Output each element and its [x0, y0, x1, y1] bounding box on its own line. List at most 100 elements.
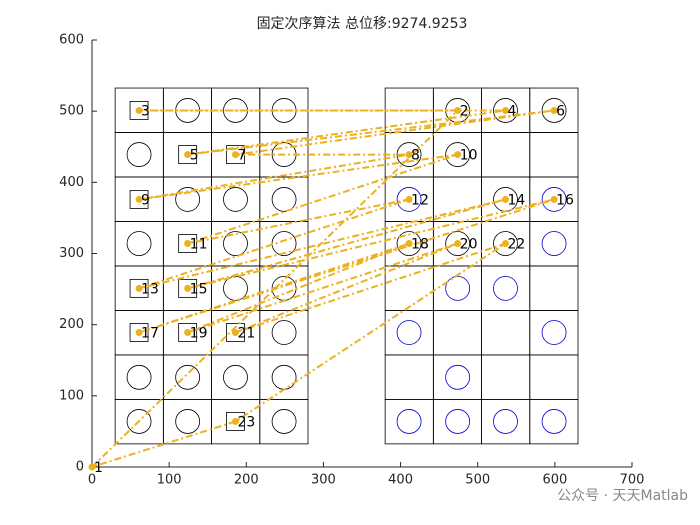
square-marker — [226, 323, 245, 342]
circle-marker — [126, 142, 152, 167]
point — [405, 151, 413, 159]
x-tick-label: 700 — [620, 473, 645, 488]
circle-marker — [126, 364, 152, 390]
square-marker — [178, 278, 198, 298]
point — [231, 328, 239, 336]
x-tick-label: 500 — [465, 473, 490, 488]
route-closing — [91, 420, 236, 468]
x-tick-label: 200 — [234, 473, 259, 488]
x-tick-label: 100 — [157, 473, 182, 488]
point-label: 8 — [411, 148, 420, 164]
point-label: 20 — [460, 237, 478, 253]
cell — [529, 87, 579, 133]
point — [405, 240, 413, 248]
point-label: 15 — [190, 281, 208, 297]
point-label: 1 — [94, 460, 103, 476]
circle-marker — [493, 231, 518, 256]
y-tick-label: 600 — [59, 33, 84, 48]
square-marker — [178, 234, 198, 253]
circle-marker — [175, 409, 201, 434]
square-marker — [226, 412, 245, 431]
point — [184, 240, 192, 248]
point-label: 5 — [190, 148, 199, 164]
circle-marker — [223, 364, 248, 390]
point-label: 17 — [141, 325, 159, 341]
point — [550, 106, 558, 114]
circle-marker — [493, 98, 518, 123]
point-label: 11 — [190, 237, 208, 253]
square-marker — [178, 323, 198, 342]
circle-marker — [541, 98, 567, 123]
square-marker — [178, 145, 198, 164]
point — [501, 106, 509, 114]
circle-marker — [445, 409, 471, 434]
point — [454, 240, 462, 248]
point-label: 23 — [237, 414, 255, 430]
watermark: 公众号 · 天天Matlab — [557, 488, 688, 504]
point — [135, 328, 143, 336]
circle-marker — [126, 231, 152, 256]
square-marker — [129, 323, 149, 342]
point-label: 12 — [411, 192, 429, 208]
point — [405, 195, 413, 203]
circle-marker — [175, 364, 201, 390]
circle-marker — [396, 142, 422, 167]
point-label: 19 — [190, 325, 208, 341]
point — [184, 328, 192, 336]
point-label: 13 — [141, 281, 159, 297]
circle-marker — [271, 409, 297, 434]
circle-marker — [541, 187, 567, 212]
point — [135, 106, 143, 114]
circle-marker — [445, 142, 471, 167]
point-label: 6 — [556, 103, 565, 119]
x-tick-label: 300 — [311, 473, 336, 488]
circle-marker — [396, 231, 422, 256]
circle-marker — [541, 409, 567, 434]
y-tick-label: 500 — [59, 104, 84, 119]
circle-marker — [271, 187, 297, 212]
point — [454, 151, 462, 159]
square-marker — [129, 190, 149, 209]
circle-marker — [445, 275, 471, 301]
point-label: 4 — [507, 103, 516, 119]
y-tick-label: 100 — [59, 388, 84, 403]
chart-title: 固定次序算法 总位移:9274.9253 — [257, 16, 468, 32]
circle-marker — [223, 275, 248, 301]
point — [501, 195, 509, 203]
point-label: 16 — [556, 192, 574, 208]
point-label: 21 — [237, 325, 255, 341]
x-tick-label: 400 — [388, 473, 413, 488]
point — [184, 284, 192, 292]
point — [184, 151, 192, 159]
point — [88, 463, 96, 471]
point — [135, 195, 143, 203]
point — [135, 284, 143, 292]
y-tick-label: 0 — [76, 460, 84, 475]
point-label: 9 — [141, 192, 150, 208]
point-label: 7 — [237, 148, 246, 164]
point-label: 14 — [507, 192, 525, 208]
circle-marker — [175, 187, 201, 212]
circle-marker — [271, 320, 297, 345]
point-label: 3 — [141, 103, 150, 119]
circle-marker — [445, 231, 471, 256]
circle-marker — [223, 187, 248, 212]
point — [550, 195, 558, 203]
circle-marker — [396, 320, 422, 345]
point-label: 22 — [507, 237, 525, 253]
point — [231, 151, 239, 159]
circle-marker — [396, 187, 422, 212]
y-tick-label: 300 — [59, 246, 84, 261]
point — [231, 417, 239, 425]
point — [454, 106, 462, 114]
circle-marker — [541, 320, 567, 345]
x-tick-label: 600 — [542, 473, 567, 488]
circle-marker — [541, 231, 567, 256]
y-tick-label: 400 — [59, 175, 84, 190]
circle-marker — [396, 409, 422, 434]
point-label: 10 — [460, 148, 478, 164]
circle-marker — [445, 364, 471, 390]
x-tick-label: 0 — [88, 473, 96, 488]
